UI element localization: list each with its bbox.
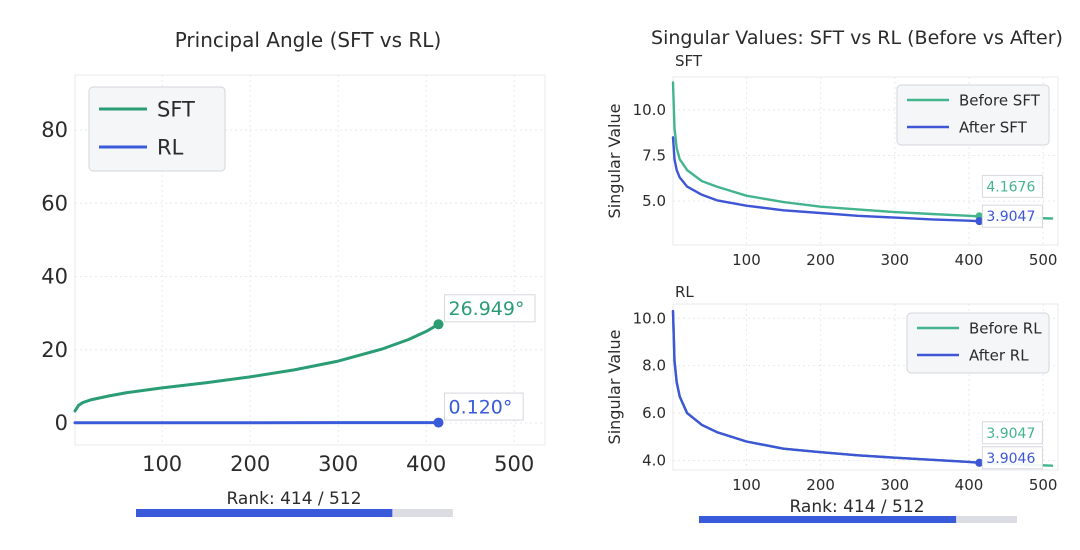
right-rank-label: Rank: 414 / 512	[789, 497, 924, 517]
value-label-box	[981, 174, 1043, 198]
x-tick-label: 300	[318, 452, 358, 476]
value-label-box	[981, 204, 1043, 228]
value-label-box	[981, 446, 1043, 470]
y-tick-label: 7.5	[642, 147, 666, 165]
chart-title: RL	[675, 283, 694, 301]
left-rank-label: Rank: 414 / 512	[226, 489, 361, 509]
legend-entry: RL	[157, 136, 184, 160]
x-tick-label: 400	[955, 251, 984, 269]
legend-entry: Before SFT	[959, 91, 1041, 109]
x-tick-label: 400	[406, 452, 446, 476]
y-tick-label: 10.0	[633, 309, 666, 327]
x-tick-label: 200	[806, 251, 835, 269]
current-rank-marker	[433, 319, 444, 330]
x-tick-label: 500	[1029, 251, 1058, 269]
legend-entry: Before RL	[969, 319, 1042, 337]
legend-entry: After SFT	[959, 118, 1028, 136]
y-tick-label: 10.0	[633, 101, 666, 119]
series-line	[671, 81, 1054, 220]
x-tick-label: 400	[955, 476, 984, 494]
series-line	[671, 136, 981, 223]
x-tick-label: 200	[230, 452, 270, 476]
y-tick-label: 4.0	[642, 452, 666, 470]
y-axis-label: Singular Value	[605, 330, 624, 445]
x-tick-label: 100	[142, 452, 182, 476]
value-label-box	[444, 392, 524, 421]
x-tick-label: 100	[732, 251, 761, 269]
right-rank-slider-fill[interactable]	[699, 516, 957, 523]
x-tick-label: 500	[1029, 476, 1058, 494]
left-rank-slider-fill[interactable]	[136, 509, 393, 517]
y-axis-label: Singular Value	[605, 104, 624, 219]
value-label: 26.949°	[449, 298, 525, 320]
x-tick-label: 300	[880, 251, 909, 269]
value-label-box	[444, 294, 536, 323]
value-label: 3.9047	[986, 426, 1035, 442]
y-tick-label: 0	[55, 411, 68, 435]
value-label-box	[981, 421, 1043, 445]
value-label: 4.1676	[986, 179, 1035, 195]
value-label: 3.9046	[986, 451, 1035, 467]
principal-angle-chart: Principal Angle (SFT vs RL)100 200 300 400 5…	[41, 28, 546, 476]
series-line	[73, 322, 440, 413]
x-tick-label: 300	[880, 476, 909, 494]
current-rank-marker	[975, 217, 984, 226]
y-tick-label: 6.0	[642, 404, 666, 422]
current-rank-marker	[433, 417, 444, 428]
y-tick-label: 40	[41, 265, 68, 289]
x-tick-label: 500	[494, 452, 534, 476]
x-tick-label: 200	[806, 476, 835, 494]
series-line	[671, 309, 981, 464]
rl-singular-values-chart: RL 100 200 300 400 500 4.0 6.0 8.0 10.0 Singular V…	[605, 283, 1059, 494]
right-panel-title: Singular Values: SFT vs RL (Before vs Af…	[651, 27, 1063, 49]
legend-entry: After RL	[969, 346, 1029, 364]
value-label: 0.120°	[449, 396, 513, 418]
chart-title: SFT	[675, 52, 703, 70]
y-tick-label: 80	[41, 118, 68, 142]
value-label: 3.9047	[986, 209, 1035, 225]
y-tick-label: 60	[41, 191, 68, 215]
x-tick-label: 100	[732, 476, 761, 494]
y-tick-label: 20	[41, 338, 68, 362]
y-tick-label: 5.0	[642, 192, 666, 210]
sft-singular-values-chart: SFT 100 200 300 400 500 5.0 7.5 10.0 Singular Val…	[605, 52, 1059, 269]
legend-entry: SFT	[157, 98, 195, 122]
y-tick-label: 8.0	[642, 357, 666, 375]
chart-title: Principal Angle (SFT vs RL)	[175, 28, 442, 52]
current-rank-marker	[975, 458, 984, 467]
